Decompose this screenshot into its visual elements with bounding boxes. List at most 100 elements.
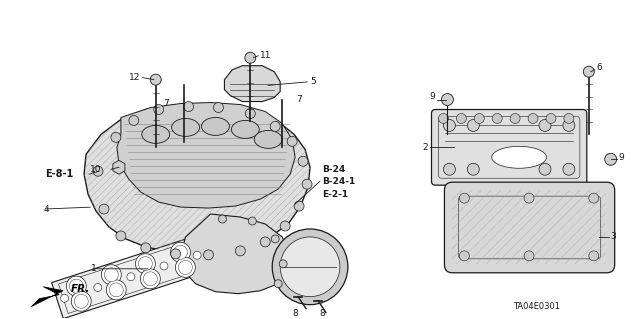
Circle shape	[287, 137, 297, 146]
Circle shape	[280, 221, 290, 231]
Text: 4: 4	[44, 204, 49, 213]
Circle shape	[298, 156, 308, 166]
Text: B-24: B-24	[322, 165, 345, 174]
Circle shape	[245, 52, 256, 63]
Circle shape	[175, 257, 195, 278]
Circle shape	[546, 114, 556, 123]
Circle shape	[154, 105, 164, 115]
Circle shape	[67, 276, 86, 296]
Text: 7: 7	[164, 99, 170, 108]
Polygon shape	[52, 235, 210, 319]
Circle shape	[69, 279, 83, 293]
Polygon shape	[225, 66, 280, 101]
Ellipse shape	[492, 146, 547, 168]
Circle shape	[563, 120, 575, 131]
Circle shape	[444, 120, 456, 131]
Circle shape	[61, 294, 68, 302]
Circle shape	[184, 101, 193, 112]
Text: 2: 2	[422, 143, 428, 152]
Circle shape	[143, 272, 157, 286]
Text: 1: 1	[91, 264, 97, 273]
Circle shape	[150, 74, 161, 85]
Polygon shape	[84, 104, 310, 254]
Circle shape	[271, 235, 279, 243]
Circle shape	[460, 251, 469, 261]
Circle shape	[138, 257, 152, 271]
Circle shape	[179, 260, 193, 274]
Circle shape	[160, 262, 168, 270]
Circle shape	[127, 273, 135, 281]
Text: 12: 12	[129, 73, 141, 82]
Text: FR.: FR.	[71, 284, 90, 294]
Circle shape	[116, 231, 126, 241]
Circle shape	[170, 242, 191, 262]
Circle shape	[248, 217, 256, 225]
Text: E-8-1: E-8-1	[45, 169, 74, 179]
Circle shape	[280, 237, 340, 297]
Circle shape	[101, 265, 122, 285]
Circle shape	[539, 163, 551, 175]
Text: 9: 9	[429, 92, 435, 101]
Circle shape	[109, 283, 124, 297]
Text: 11: 11	[260, 51, 272, 60]
Text: 9: 9	[619, 153, 625, 162]
Text: 3: 3	[611, 233, 616, 241]
Circle shape	[106, 280, 126, 300]
Circle shape	[140, 269, 160, 289]
Circle shape	[510, 114, 520, 123]
Text: 8: 8	[292, 309, 298, 318]
Circle shape	[260, 237, 270, 247]
Circle shape	[467, 120, 479, 131]
Circle shape	[74, 294, 88, 308]
Circle shape	[589, 193, 599, 203]
Circle shape	[444, 163, 456, 175]
Text: 8: 8	[319, 309, 325, 318]
Circle shape	[93, 284, 102, 292]
Polygon shape	[452, 190, 605, 264]
Circle shape	[467, 163, 479, 175]
Ellipse shape	[142, 125, 170, 143]
Ellipse shape	[254, 130, 282, 148]
Circle shape	[528, 114, 538, 123]
Circle shape	[274, 280, 282, 288]
Circle shape	[129, 115, 139, 125]
Text: E-2-1: E-2-1	[322, 189, 348, 199]
Circle shape	[524, 251, 534, 261]
Ellipse shape	[232, 121, 259, 138]
Circle shape	[492, 114, 502, 123]
Circle shape	[270, 122, 280, 131]
Polygon shape	[180, 214, 290, 294]
Text: 7: 7	[296, 95, 302, 104]
Circle shape	[71, 291, 91, 311]
Ellipse shape	[172, 118, 200, 137]
Circle shape	[456, 114, 467, 123]
Circle shape	[136, 254, 156, 274]
Circle shape	[583, 66, 595, 77]
Circle shape	[93, 166, 103, 176]
Circle shape	[279, 260, 287, 268]
Circle shape	[193, 251, 201, 259]
Circle shape	[173, 245, 188, 259]
Text: 5: 5	[310, 77, 316, 86]
Circle shape	[539, 120, 551, 131]
Circle shape	[474, 114, 484, 123]
Circle shape	[272, 229, 348, 305]
Text: B-24-1: B-24-1	[322, 177, 355, 186]
Circle shape	[111, 132, 121, 142]
Circle shape	[214, 102, 223, 113]
Circle shape	[589, 251, 599, 261]
Circle shape	[218, 215, 227, 223]
Circle shape	[294, 201, 304, 211]
Circle shape	[302, 179, 312, 189]
Ellipse shape	[202, 117, 229, 135]
Circle shape	[245, 108, 255, 118]
Circle shape	[171, 249, 180, 259]
Text: 10: 10	[90, 165, 101, 174]
FancyBboxPatch shape	[431, 109, 587, 185]
Text: TA04E0301: TA04E0301	[513, 302, 561, 311]
Circle shape	[564, 114, 574, 123]
Circle shape	[104, 268, 118, 282]
Polygon shape	[117, 102, 295, 208]
Circle shape	[438, 114, 449, 123]
Circle shape	[563, 163, 575, 175]
